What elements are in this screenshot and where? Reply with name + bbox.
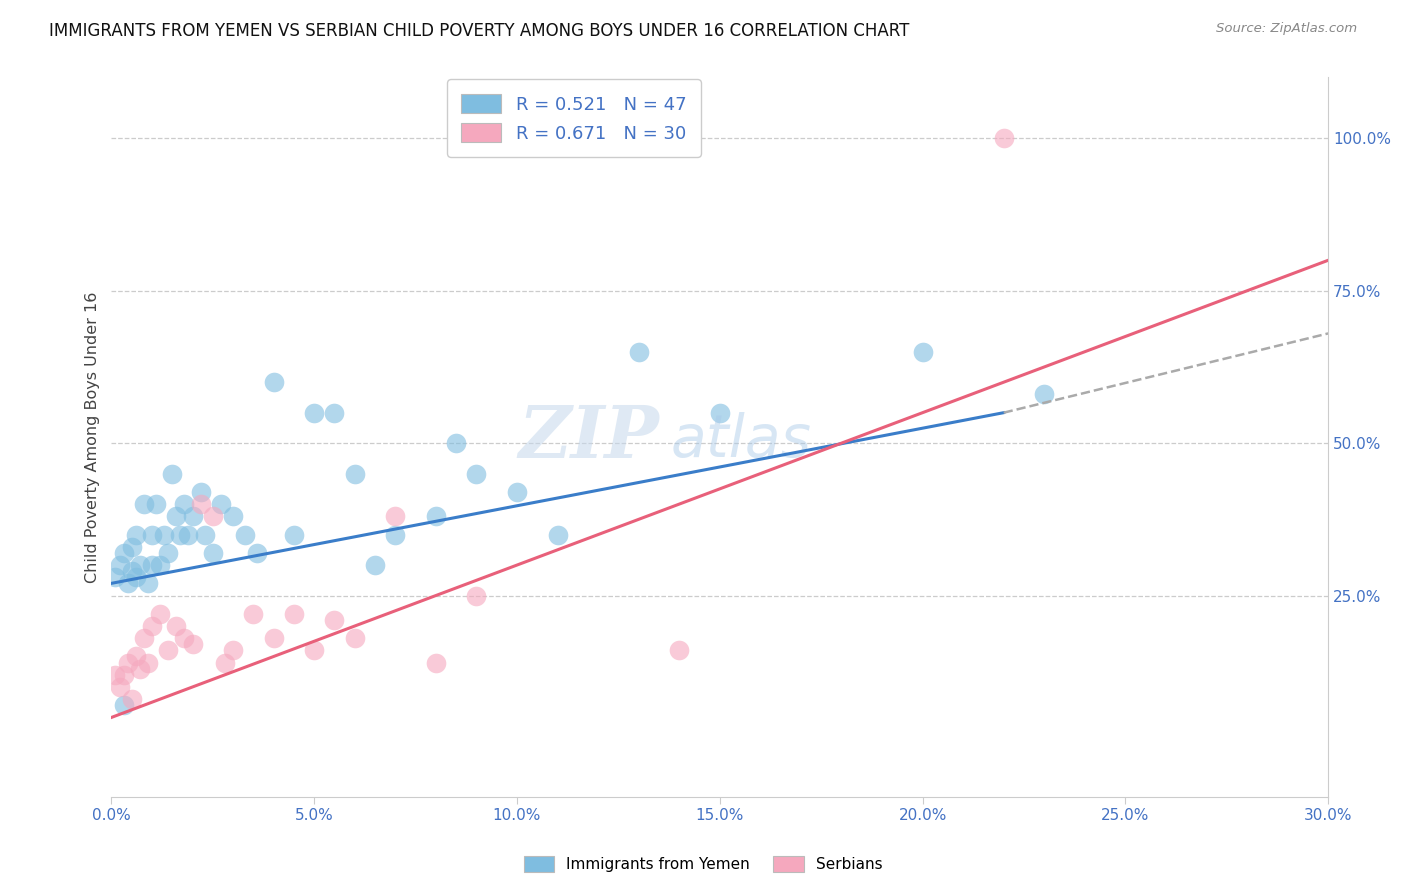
Point — [149, 607, 172, 621]
Text: IMMIGRANTS FROM YEMEN VS SERBIAN CHILD POVERTY AMONG BOYS UNDER 16 CORRELATION C: IMMIGRANTS FROM YEMEN VS SERBIAN CHILD P… — [49, 22, 910, 40]
Point — [190, 484, 212, 499]
Point — [141, 619, 163, 633]
Point — [125, 527, 148, 541]
Point — [125, 649, 148, 664]
Point — [465, 589, 488, 603]
Point — [125, 570, 148, 584]
Y-axis label: Child Poverty Among Boys Under 16: Child Poverty Among Boys Under 16 — [86, 292, 100, 582]
Point — [117, 576, 139, 591]
Legend: Immigrants from Yemen, Serbians: Immigrants from Yemen, Serbians — [516, 848, 890, 880]
Point — [190, 497, 212, 511]
Point — [993, 131, 1015, 145]
Point — [169, 527, 191, 541]
Point — [153, 527, 176, 541]
Text: Source: ZipAtlas.com: Source: ZipAtlas.com — [1216, 22, 1357, 36]
Point — [1033, 387, 1056, 401]
Point — [709, 406, 731, 420]
Point — [263, 631, 285, 645]
Point — [157, 546, 180, 560]
Point — [136, 576, 159, 591]
Point — [112, 698, 135, 713]
Point — [128, 558, 150, 572]
Point — [283, 527, 305, 541]
Point — [242, 607, 264, 621]
Point — [165, 619, 187, 633]
Point — [121, 564, 143, 578]
Point — [364, 558, 387, 572]
Point — [149, 558, 172, 572]
Point — [627, 344, 650, 359]
Point — [343, 467, 366, 481]
Point — [165, 509, 187, 524]
Text: ZIP: ZIP — [517, 401, 659, 473]
Point — [104, 570, 127, 584]
Point — [194, 527, 217, 541]
Point — [209, 497, 232, 511]
Point — [302, 643, 325, 657]
Point — [263, 375, 285, 389]
Point — [506, 484, 529, 499]
Point — [112, 667, 135, 681]
Point — [177, 527, 200, 541]
Point — [283, 607, 305, 621]
Point — [911, 344, 934, 359]
Point — [425, 509, 447, 524]
Point — [233, 527, 256, 541]
Point — [117, 656, 139, 670]
Point — [112, 546, 135, 560]
Point — [141, 558, 163, 572]
Point — [668, 643, 690, 657]
Point — [121, 540, 143, 554]
Point — [173, 497, 195, 511]
Point — [141, 527, 163, 541]
Point — [132, 497, 155, 511]
Point — [444, 436, 467, 450]
Point — [181, 637, 204, 651]
Point — [108, 558, 131, 572]
Point — [162, 467, 184, 481]
Point — [104, 667, 127, 681]
Point — [157, 643, 180, 657]
Point — [222, 643, 245, 657]
Point — [384, 527, 406, 541]
Point — [136, 656, 159, 670]
Point — [201, 546, 224, 560]
Point — [201, 509, 224, 524]
Point — [181, 509, 204, 524]
Point — [302, 406, 325, 420]
Legend: R = 0.521   N = 47, R = 0.671   N = 30: R = 0.521 N = 47, R = 0.671 N = 30 — [447, 79, 700, 157]
Point — [547, 527, 569, 541]
Point — [214, 656, 236, 670]
Point — [425, 656, 447, 670]
Point — [343, 631, 366, 645]
Point — [128, 662, 150, 676]
Point — [246, 546, 269, 560]
Point — [384, 509, 406, 524]
Point — [108, 680, 131, 694]
Point — [132, 631, 155, 645]
Point — [222, 509, 245, 524]
Point — [121, 692, 143, 706]
Text: atlas: atlas — [671, 412, 813, 469]
Point — [323, 406, 346, 420]
Point — [465, 467, 488, 481]
Point — [323, 613, 346, 627]
Point — [145, 497, 167, 511]
Point — [173, 631, 195, 645]
